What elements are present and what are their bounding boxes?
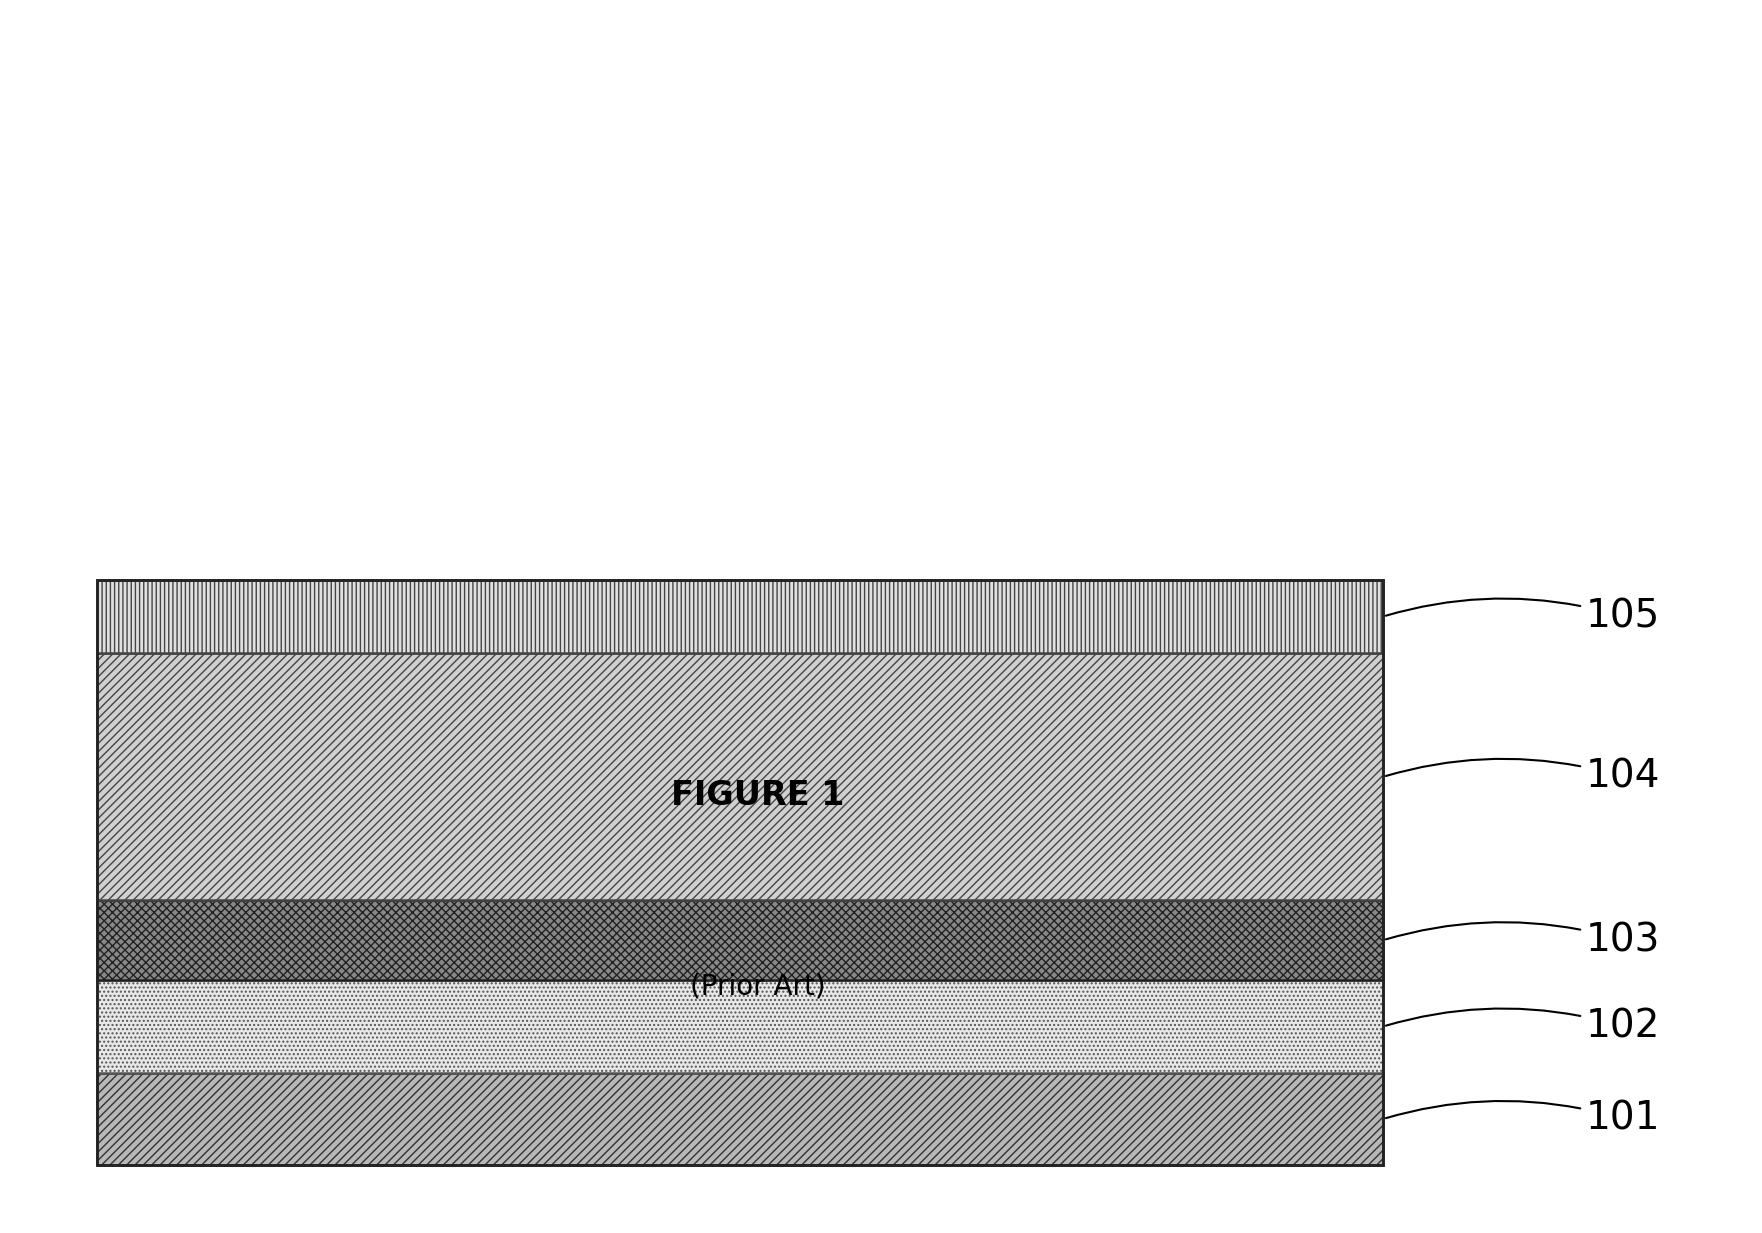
- Text: 105: 105: [1387, 598, 1660, 635]
- Text: 104: 104: [1387, 758, 1660, 795]
- Text: 101: 101: [1387, 1100, 1660, 1138]
- Text: 103: 103: [1387, 921, 1660, 959]
- Text: 102: 102: [1387, 1007, 1660, 1046]
- Bar: [97, 980, 1383, 1073]
- Bar: [97, 580, 1383, 653]
- Bar: [97, 900, 1383, 980]
- Bar: [97, 580, 1383, 1165]
- Bar: [97, 1073, 1383, 1165]
- Text: FIGURE 1: FIGURE 1: [671, 779, 844, 811]
- Bar: [97, 653, 1383, 900]
- Text: (Prior Art): (Prior Art): [691, 973, 825, 1000]
